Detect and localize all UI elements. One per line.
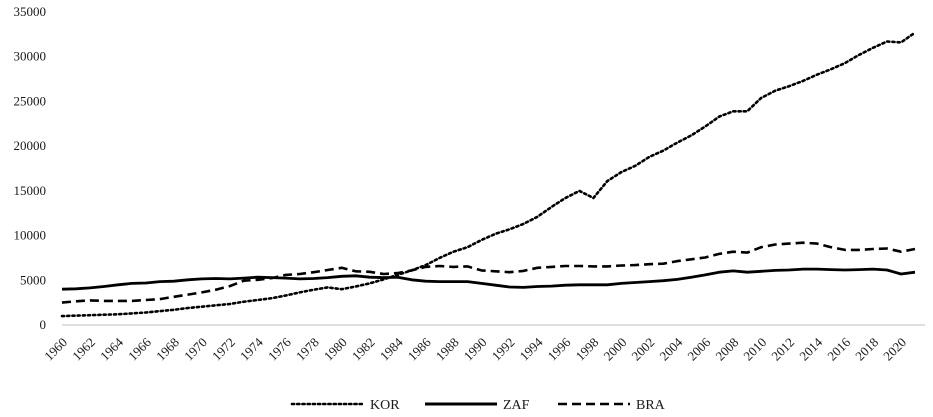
x-tick-label: 1970 (181, 335, 210, 364)
x-tick-label: 2006 (684, 334, 713, 363)
x-axis-tick-labels: 1960196219641966196819701972197419761978… (41, 334, 909, 363)
x-tick-label: 2020 (880, 335, 909, 364)
x-tick-label: 1968 (153, 335, 182, 364)
y-axis-tick-labels: 0 5000 10000 15000 20000 25000 30000 35000 (14, 4, 47, 332)
y-tick-label: 20000 (14, 138, 47, 153)
x-tick-label: 1960 (41, 335, 70, 364)
legend: KOR ZAF BRA (290, 398, 666, 413)
legend-label-bra: BRA (636, 398, 666, 413)
x-tick-label: 1992 (489, 335, 518, 364)
x-tick-label: 2010 (740, 335, 769, 364)
x-tick-label: 1994 (517, 334, 546, 363)
y-tick-label: 35000 (14, 4, 47, 19)
series-line-bra (61, 241, 916, 304)
x-tick-label: 2018 (852, 335, 881, 364)
y-tick-label: 5000 (20, 272, 46, 287)
x-tick-label: 1984 (377, 334, 406, 363)
x-tick-label: 2008 (712, 335, 741, 364)
x-tick-label: 1972 (209, 335, 238, 364)
x-tick-label: 2002 (628, 335, 657, 364)
x-tick-label: 1974 (237, 334, 266, 363)
x-tick-label: 1978 (293, 335, 322, 364)
y-tick-label: 25000 (14, 93, 47, 108)
x-tick-label: 1962 (69, 335, 98, 364)
x-tick-label: 2000 (600, 335, 629, 364)
x-tick-label: 1990 (461, 335, 490, 364)
x-tick-label: 2004 (656, 334, 685, 363)
x-tick-label: 1986 (405, 334, 434, 363)
x-tick-label: 2012 (768, 335, 797, 364)
x-tick-label: 1964 (97, 334, 126, 363)
x-tick-label: 1988 (433, 335, 462, 364)
y-tick-label: 15000 (14, 183, 47, 198)
x-tick-label: 2014 (796, 334, 825, 363)
series-lines (60, 31, 917, 318)
x-tick-label: 1982 (349, 335, 378, 364)
legend-label-kor: KOR (370, 398, 400, 413)
x-tick-label: 1996 (545, 334, 574, 363)
x-tick-label: 1998 (573, 335, 602, 364)
series-line-zaf (61, 267, 916, 291)
x-tick-label: 2016 (824, 334, 853, 363)
x-tick-label: 1980 (321, 335, 350, 364)
legend-label-zaf: ZAF (503, 398, 530, 413)
y-tick-label: 10000 (14, 228, 47, 243)
y-tick-label: 30000 (14, 49, 47, 64)
x-tick-label: 1976 (265, 334, 294, 363)
y-tick-label: 0 (40, 317, 47, 332)
series-line-kor (60, 31, 917, 318)
x-tick-label: 1966 (125, 334, 154, 363)
